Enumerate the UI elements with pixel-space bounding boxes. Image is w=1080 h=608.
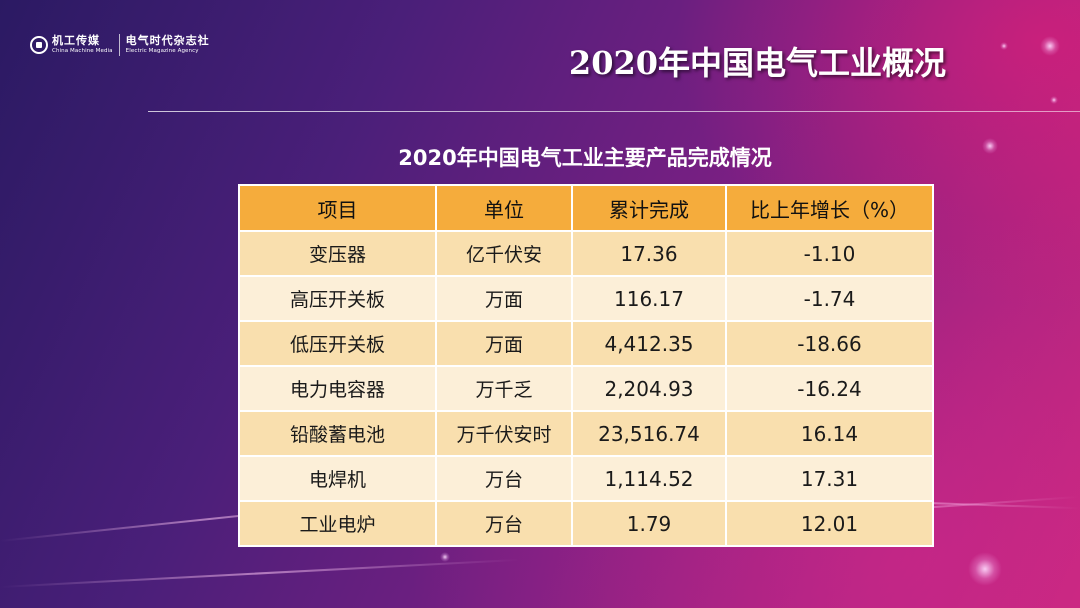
- cell-unit: 万千乏: [435, 365, 573, 412]
- cell-cumulative: 2,204.93: [571, 365, 727, 412]
- table-row: 变压器 亿千伏安 17.36 -1.10: [238, 230, 934, 277]
- product-table: 项目 单位 累计完成 比上年增长（%） 变压器 亿千伏安 17.36 -1.10…: [238, 184, 934, 547]
- brand2-subtitle: Electric Magazine Agency: [125, 48, 199, 55]
- cell-cumulative: 23,516.74: [571, 410, 727, 457]
- gear-icon: [30, 36, 48, 54]
- cell-growth: -1.74: [725, 275, 934, 322]
- table-row: 高压开关板 万面 116.17 -1.74: [238, 275, 934, 322]
- sparkle-decoration: [1050, 96, 1058, 104]
- light-streak-decoration: [0, 558, 520, 588]
- sparkle-decoration: [440, 552, 450, 562]
- cell-item: 电力电容器: [238, 365, 437, 412]
- cell-item: 高压开关板: [238, 275, 437, 322]
- slide-title: 2020年中国电气工业概况: [568, 44, 946, 82]
- cell-unit: 万面: [435, 275, 573, 322]
- header-cumulative: 累计完成: [571, 184, 727, 232]
- cell-growth: 16.14: [725, 410, 934, 457]
- brand2: 电气时代杂志社 Electric Magazine Agency: [126, 35, 210, 55]
- sparkle-decoration: [1000, 42, 1008, 50]
- table-row: 电焊机 万台 1,114.52 17.31: [238, 455, 934, 502]
- cell-unit: 万千伏安时: [435, 410, 573, 457]
- cell-item: 电焊机: [238, 455, 437, 502]
- cell-cumulative: 116.17: [571, 275, 727, 322]
- cell-item: 工业电炉: [238, 500, 437, 547]
- cell-growth: -18.66: [725, 320, 934, 367]
- cell-growth: 12.01: [725, 500, 934, 547]
- cell-unit: 万台: [435, 500, 573, 547]
- table-title: 2020年中国电气工业主要产品完成情况: [398, 146, 772, 170]
- header-item: 项目: [238, 184, 437, 232]
- cell-unit: 万台: [435, 455, 573, 502]
- logo-separator: [118, 34, 120, 56]
- cell-unit: 亿千伏安: [435, 230, 573, 277]
- title-divider: [148, 111, 1080, 112]
- cell-item: 低压开关板: [238, 320, 437, 367]
- header-unit: 单位: [435, 184, 573, 232]
- sparkle-decoration: [968, 552, 1002, 586]
- brand2-name: 电气时代杂志社: [125, 34, 210, 48]
- cell-growth: -1.10: [725, 230, 934, 277]
- cell-item: 铅酸蓄电池: [238, 410, 437, 457]
- brand1-subtitle: China Machine Media: [52, 48, 113, 55]
- cell-cumulative: 17.36: [571, 230, 727, 277]
- brand1: 机工传媒 China Machine Media: [52, 35, 113, 55]
- cell-item: 变压器: [238, 230, 437, 277]
- cell-growth: 17.31: [725, 455, 934, 502]
- sparkle-decoration: [1040, 36, 1060, 56]
- cell-cumulative: 4,412.35: [571, 320, 727, 367]
- table-header-row: 项目 单位 累计完成 比上年增长（%）: [238, 184, 934, 232]
- cell-unit: 万面: [435, 320, 573, 367]
- table-row: 电力电容器 万千乏 2,204.93 -16.24: [238, 365, 934, 412]
- table-row: 低压开关板 万面 4,412.35 -18.66: [238, 320, 934, 367]
- cell-cumulative: 1,114.52: [571, 455, 727, 502]
- brand1-name: 机工传媒: [52, 34, 100, 48]
- sparkle-decoration: [982, 138, 998, 154]
- table-row: 工业电炉 万台 1.79 12.01: [238, 500, 934, 547]
- cell-growth: -16.24: [725, 365, 934, 412]
- table-row: 铅酸蓄电池 万千伏安时 23,516.74 16.14: [238, 410, 934, 457]
- brand-logo: 机工传媒 China Machine Media 电气时代杂志社 Electri…: [30, 30, 210, 60]
- header-growth: 比上年增长（%）: [725, 184, 934, 232]
- cell-cumulative: 1.79: [571, 500, 727, 547]
